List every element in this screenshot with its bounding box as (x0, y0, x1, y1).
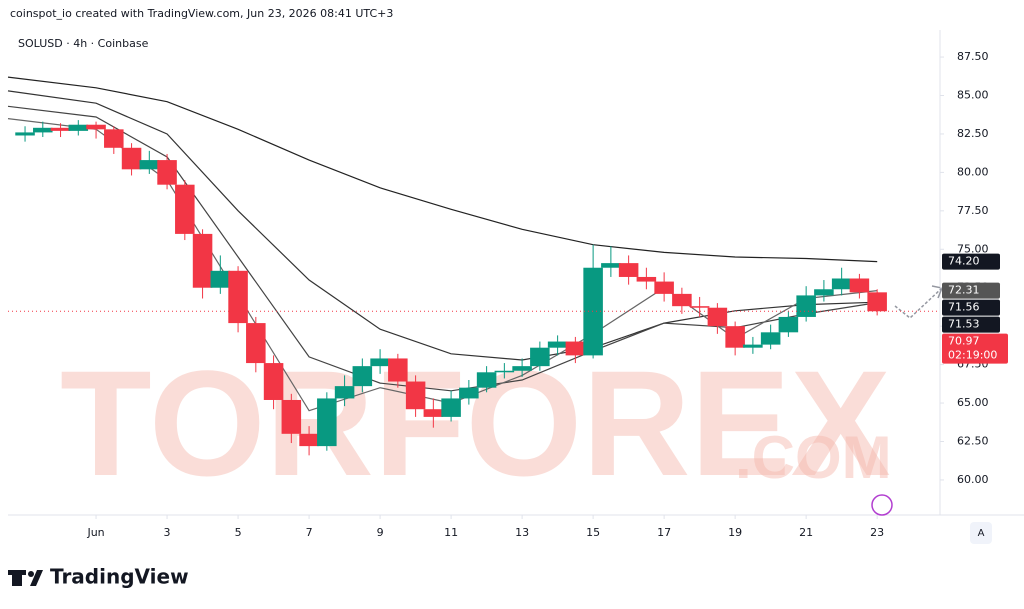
last-price-label: 70.97 (948, 335, 980, 348)
candle-body (459, 387, 479, 399)
candle-body (317, 398, 337, 447)
candle-body (565, 341, 586, 356)
candle-body (672, 293, 692, 307)
price-label-box (942, 316, 1000, 333)
candle-body (281, 399, 302, 434)
header: coinspot_io created with TradingView.com… (10, 7, 393, 20)
candle-body (743, 344, 763, 348)
countdown: 02:19:00 (948, 349, 997, 362)
candle-body (121, 147, 142, 170)
price-label-box (942, 282, 1000, 299)
candle-body (689, 306, 710, 308)
candle-body (228, 270, 248, 324)
x-tick-label: 19 (728, 526, 742, 539)
x-tick-label: 15 (586, 526, 600, 539)
candle-body (707, 307, 728, 327)
y-tick-label: 80.00 (957, 165, 989, 178)
x-tick-label: 9 (377, 526, 384, 539)
candle-body (636, 276, 657, 282)
brand-logo (8, 570, 43, 586)
candle-body (139, 160, 160, 170)
candle-body (423, 409, 444, 417)
price-label: 71.53 (948, 318, 980, 331)
y-tick-label: 75.00 (957, 242, 989, 255)
x-tick-label: 7 (306, 526, 313, 539)
candle-body (157, 160, 177, 185)
candle-body (654, 281, 674, 294)
candle-body (867, 292, 887, 312)
candle-body (547, 341, 568, 348)
x-tick-label: 5 (235, 526, 242, 539)
auto-scale-label[interactable]: A (978, 528, 985, 539)
y-tick-label: 60.00 (957, 473, 989, 486)
y-tick-label: 77.50 (957, 204, 989, 217)
price-label-box (942, 253, 1000, 270)
symbol-title: SOLUSD · 4h · Coinbase (18, 37, 149, 50)
candle-body (494, 370, 515, 373)
candle-body (334, 386, 355, 399)
price-label: 74.20 (948, 255, 980, 268)
alert-icon[interactable] (871, 494, 893, 516)
projection-arrow (894, 287, 943, 319)
watermark: .COM (735, 424, 892, 491)
candle-body (299, 433, 319, 447)
candle-body (192, 233, 213, 288)
candle-body (512, 366, 532, 371)
candle-body (68, 124, 89, 131)
candle-body (796, 295, 816, 317)
candle-body (583, 267, 603, 356)
moving-average (7, 90, 878, 361)
candle-body (849, 278, 870, 293)
candle-body (405, 381, 426, 410)
candle-body (388, 358, 408, 382)
candle-body (263, 363, 284, 400)
x-tick-label: 11 (444, 526, 458, 539)
candle-body (86, 124, 106, 130)
candle-body (476, 372, 497, 388)
candle-body (175, 184, 195, 234)
candle-body (246, 323, 266, 364)
brand: TradingView (50, 565, 189, 589)
x-tick-label: 13 (515, 526, 529, 539)
price-label: 72.31 (948, 284, 980, 297)
x-tick-label: 23 (870, 526, 884, 539)
candle-body (831, 278, 852, 290)
auto-scale-button[interactable] (970, 522, 992, 544)
y-tick-label: 65.00 (957, 396, 989, 409)
candle-body (778, 316, 799, 333)
candle-body (725, 326, 745, 348)
y-tick-label: 82.50 (957, 127, 989, 140)
candle-body (33, 127, 53, 133)
x-tick-label: 17 (657, 526, 671, 539)
candle-body (441, 398, 461, 417)
candle-body (352, 366, 373, 387)
candle-body (210, 270, 231, 288)
candle-body (370, 358, 390, 367)
candle-body (50, 127, 71, 131)
x-tick-label: Jun (86, 526, 104, 539)
candle-body (530, 347, 550, 367)
candle-body (15, 132, 35, 136)
last-price-box (942, 333, 1008, 364)
watermark: TORFOREX (60, 339, 891, 507)
candle-body (814, 289, 834, 296)
x-tick-label: 21 (799, 526, 813, 539)
x-tick-label: 3 (164, 526, 171, 539)
candle-body (760, 332, 781, 345)
price-label: 71.56 (948, 301, 980, 314)
candle-body (601, 263, 621, 268)
y-tick-label: 62.50 (957, 434, 989, 447)
y-tick-label: 85.00 (957, 89, 989, 102)
candle-body (104, 129, 124, 148)
moving-average (7, 76, 878, 263)
y-tick-label: 87.50 (957, 50, 989, 63)
candle-body (618, 263, 639, 277)
price-label-box (942, 299, 1000, 316)
